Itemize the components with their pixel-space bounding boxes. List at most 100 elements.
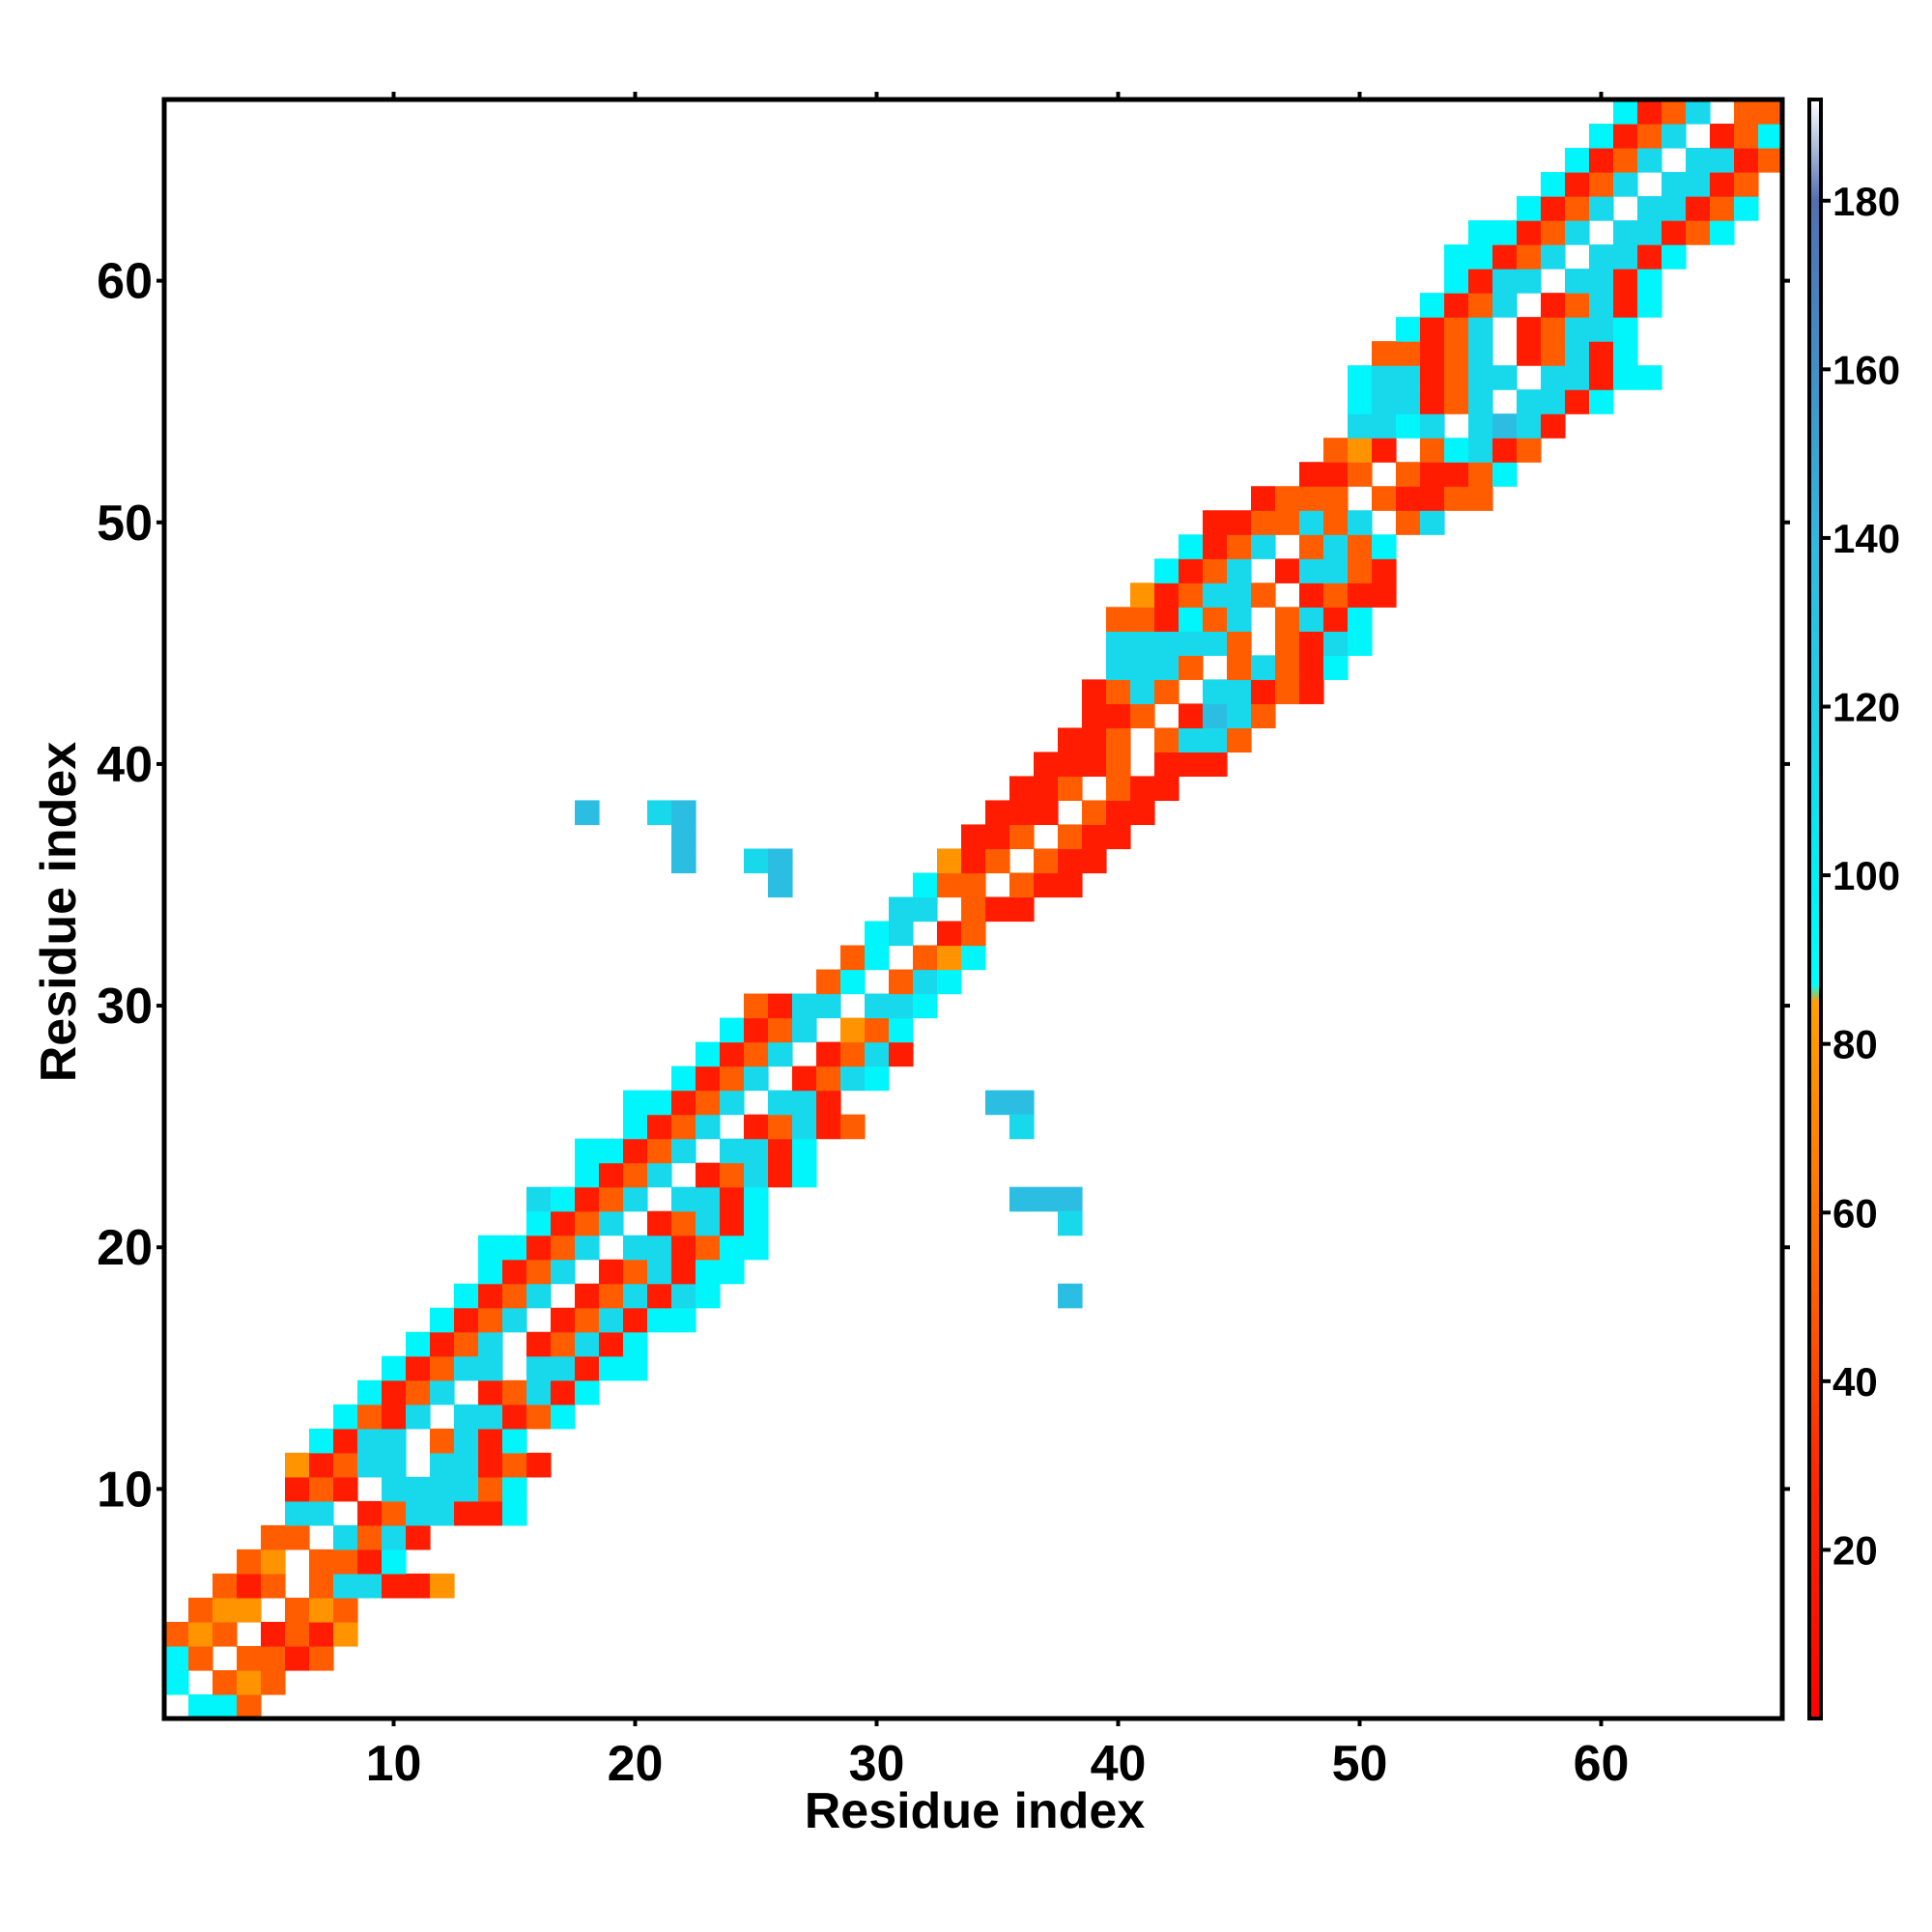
heatmap-cell <box>575 1355 600 1381</box>
heatmap-cell <box>1323 607 1349 632</box>
heatmap-cell <box>816 993 841 1019</box>
heatmap-cell <box>1589 389 1614 414</box>
heatmap-cell <box>1009 824 1035 850</box>
heatmap-cell <box>237 1597 262 1623</box>
heatmap-cell <box>1203 631 1228 656</box>
heatmap-cell <box>502 1500 527 1526</box>
heatmap-cell <box>526 1283 552 1309</box>
heatmap-cell <box>671 1235 696 1261</box>
heatmap-cell <box>792 1090 817 1116</box>
heatmap-cell <box>1154 558 1179 583</box>
heatmap-cell <box>1613 220 1638 245</box>
heatmap-cell <box>1637 269 1662 294</box>
heatmap-cell <box>382 1476 407 1502</box>
heatmap-cell <box>213 1597 238 1623</box>
heatmap-cell <box>1203 703 1228 728</box>
heatmap-cell <box>1420 438 1445 463</box>
heatmap-cell <box>575 1235 600 1261</box>
heatmap-cell <box>1299 679 1324 704</box>
heatmap-cell <box>1251 679 1276 704</box>
heatmap-cell <box>454 1500 479 1526</box>
heatmap-cell <box>599 1355 624 1381</box>
heatmap-cell <box>1420 413 1445 439</box>
heatmap-cell <box>671 1065 696 1092</box>
heatmap-cell <box>1492 220 1518 245</box>
heatmap-cell <box>1348 534 1373 559</box>
heatmap-cell <box>599 1331 624 1357</box>
heatmap-cell <box>285 1476 310 1502</box>
heatmap-cell <box>1468 269 1493 294</box>
heatmap-cell <box>1154 631 1179 656</box>
heatmap-cell <box>1299 631 1324 656</box>
heatmap-cell <box>1734 124 1759 149</box>
heatmap-cell <box>575 1138 600 1164</box>
heatmap-cell <box>1082 703 1107 728</box>
heatmap-cell <box>1082 727 1107 753</box>
heatmap-cell <box>164 1669 189 1695</box>
heatmap-cell <box>1130 800 1155 826</box>
heatmap-cell <box>1613 124 1638 149</box>
y-tick-label: 50 <box>97 496 153 552</box>
heatmap-cell <box>1541 172 1566 197</box>
heatmap-cell <box>1034 1186 1059 1212</box>
heatmap-cell <box>1251 655 1276 680</box>
heatmap-cell <box>671 1283 696 1309</box>
heatmap-cell <box>1203 582 1228 608</box>
heatmap-cell <box>1758 124 1783 149</box>
heatmap-cell <box>237 1645 262 1671</box>
heatmap-cell <box>1420 389 1445 414</box>
heatmap-cell <box>671 1259 696 1285</box>
heatmap-cell <box>768 1041 793 1067</box>
heatmap-cell <box>1492 462 1518 487</box>
heatmap-cell <box>1444 244 1469 270</box>
heatmap-cell <box>575 1162 600 1188</box>
heatmap-cell <box>1420 510 1445 535</box>
heatmap-cell <box>889 993 914 1019</box>
heatmap-cell <box>623 1331 648 1357</box>
heatmap-cell <box>502 1404 527 1430</box>
heatmap-cell <box>333 1597 358 1623</box>
colorbar-tick-label: 160 <box>1833 347 1900 392</box>
heatmap-cell <box>913 872 938 898</box>
heatmap-cell <box>671 1090 696 1116</box>
heatmap-cell <box>1082 800 1107 826</box>
heatmap-cell <box>1492 365 1518 390</box>
heatmap-cell <box>1589 269 1614 294</box>
heatmap-cell <box>1372 341 1397 366</box>
heatmap-cell <box>647 1162 672 1188</box>
heatmap-cell <box>357 1428 383 1454</box>
heatmap-cell <box>1348 365 1373 390</box>
heatmap-cell <box>1058 848 1083 874</box>
heatmap-cell <box>261 1645 286 1671</box>
heatmap-cell <box>985 800 1010 826</box>
heatmap-cell <box>1009 1090 1035 1116</box>
heatmap-cell <box>382 1548 407 1575</box>
heatmap-cell <box>937 848 962 874</box>
heatmap-cell <box>1179 655 1204 680</box>
heatmap-cell <box>1589 148 1614 173</box>
x-tick-label: 10 <box>366 1736 422 1792</box>
heatmap-cell <box>671 1114 696 1140</box>
heatmap-cell <box>454 1331 479 1357</box>
heatmap-cell <box>551 1210 576 1236</box>
heatmap-cell <box>261 1548 286 1575</box>
heatmap-cell <box>744 1235 769 1261</box>
heatmap-cell <box>1106 703 1131 728</box>
heatmap-cell <box>575 800 600 826</box>
heatmap-cell <box>671 848 696 874</box>
heatmap-cell <box>285 1500 310 1526</box>
heatmap-cell <box>1444 317 1469 342</box>
heatmap-cell <box>551 1259 576 1285</box>
heatmap-cell <box>1662 196 1687 221</box>
heatmap-cell <box>1203 607 1228 632</box>
heatmap-cell <box>382 1524 407 1550</box>
y-axis-title: Residue index <box>31 742 87 1083</box>
heatmap-cell <box>1227 510 1252 535</box>
heatmap-cell <box>551 1186 576 1212</box>
heatmap-cell <box>1299 510 1324 535</box>
heatmap-cell <box>1058 872 1083 898</box>
heatmap-cell <box>1662 99 1687 125</box>
heatmap-cell <box>1396 510 1421 535</box>
heatmap-cell <box>1662 220 1687 245</box>
heatmap-cell <box>309 1428 334 1454</box>
